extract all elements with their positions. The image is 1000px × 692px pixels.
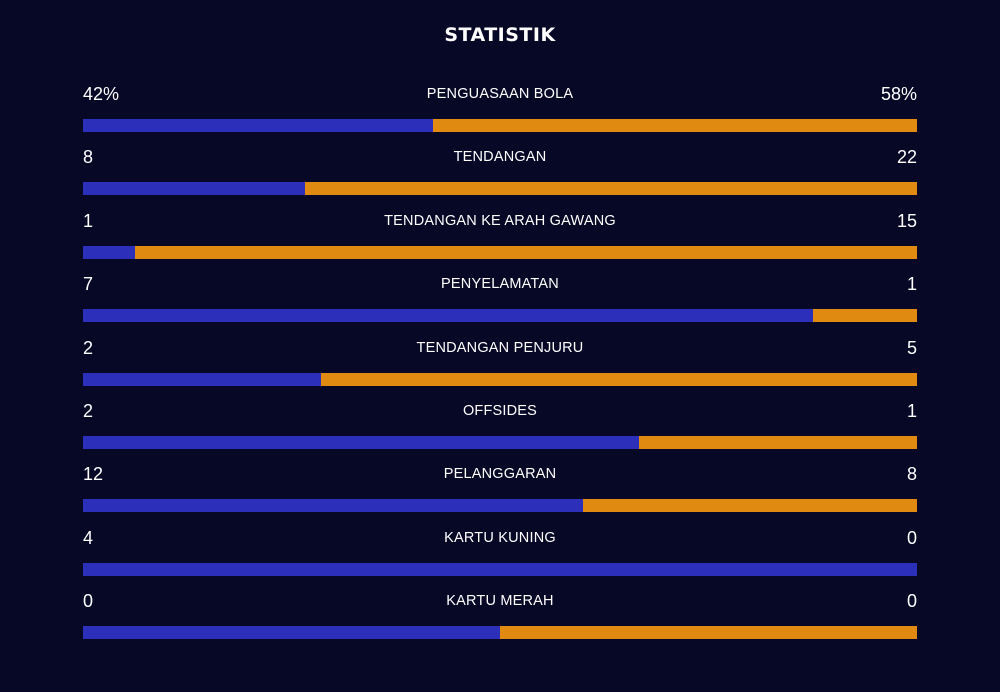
away-bar-segment	[135, 245, 917, 259]
comparison-bar	[83, 435, 917, 449]
stat-header: 2 TENDANGAN PENJURU 5	[83, 332, 917, 364]
stat-label: PENGUASAAN BOLA	[426, 86, 574, 102]
stat-header: 7 PENYELAMATAN 1	[83, 268, 917, 300]
comparison-bar	[83, 626, 917, 640]
stat-row-yellow-cards: 4 KARTU KUNING 0	[83, 522, 917, 585]
stat-row-offsides: 2 OFFSIDES 1	[83, 395, 917, 458]
comparison-bar	[83, 372, 917, 386]
comparison-bar	[83, 309, 917, 323]
comparison-bar	[83, 245, 917, 259]
home-bar-segment	[83, 562, 917, 576]
stat-label: TENDANGAN KE ARAH GAWANG	[384, 212, 616, 229]
away-bar-segment	[500, 626, 917, 640]
home-bar-segment	[83, 245, 136, 259]
stat-row-fouls: 12 PELANGGARAN 8	[83, 458, 917, 521]
home-bar-segment	[83, 372, 322, 386]
stat-header: 2 OFFSIDES 1	[83, 395, 917, 427]
away-value: 22	[896, 147, 917, 168]
away-bar-segment	[321, 372, 917, 386]
away-bar-segment	[639, 435, 917, 449]
stat-row-saves: 7 PENYELAMATAN 1	[83, 268, 917, 331]
away-value: 15	[896, 210, 917, 231]
home-bar-segment	[83, 119, 434, 132]
stat-row-red-cards: 0 KARTU MERAH 0	[83, 585, 917, 648]
away-value: 58%	[880, 84, 917, 104]
home-value: 0	[83, 591, 94, 612]
stat-label: KARTU MERAH	[446, 593, 554, 610]
away-value: 1	[906, 400, 917, 421]
stat-row-possession: 42% PENGUASAAN BOLA 58%	[83, 78, 917, 141]
stat-label: OFFSIDES	[462, 402, 538, 419]
comparison-bar	[83, 562, 917, 576]
comparison-bar	[83, 499, 917, 513]
stat-label: TENDANGAN	[453, 149, 547, 166]
away-value: 0	[906, 591, 917, 612]
home-bar-segment	[83, 182, 306, 196]
stat-label: PENYELAMATAN	[441, 276, 559, 293]
stats-list: 42% PENGUASAAN BOLA 58% 8 TENDANGAN 22	[83, 78, 917, 649]
away-bar-segment	[433, 119, 917, 132]
stat-header: 4 KARTU KUNING 0	[83, 522, 917, 554]
stat-label: KARTU KUNING	[444, 529, 556, 546]
away-bar-segment	[305, 182, 917, 196]
home-value: 1	[83, 210, 94, 231]
home-value: 4	[83, 527, 94, 548]
away-value: 8	[906, 464, 917, 485]
stat-row-corners: 2 TENDANGAN PENJURU 5	[83, 332, 917, 395]
stat-header: 12 PELANGGARAN 8	[83, 458, 917, 490]
away-value: 1	[906, 274, 917, 295]
home-value: 2	[83, 337, 94, 358]
away-bar-segment	[583, 499, 917, 513]
home-bar-segment	[83, 435, 640, 449]
home-bar-segment	[83, 309, 813, 323]
stat-label: PELANGGARAN	[443, 466, 557, 483]
comparison-bar	[83, 182, 917, 196]
away-value: 5	[906, 337, 917, 358]
comparison-bar	[83, 119, 917, 132]
stat-header: 8 TENDANGAN 22	[83, 141, 917, 173]
away-bar-segment	[812, 309, 917, 323]
stat-header: 0 KARTU MERAH 0	[83, 585, 917, 617]
home-value: 7	[83, 274, 94, 295]
stat-header: 42% PENGUASAAN BOLA 58%	[83, 78, 917, 110]
home-value: 42%	[83, 84, 120, 104]
stat-row-shots-on-target: 1 TENDANGAN KE ARAH GAWANG 15	[83, 205, 917, 268]
home-bar-segment	[83, 626, 500, 640]
panel-title: STATISTIK	[444, 24, 556, 46]
away-value: 0	[906, 527, 917, 548]
home-value: 2	[83, 400, 94, 421]
stat-row-shots: 8 TENDANGAN 22	[83, 141, 917, 204]
home-bar-segment	[83, 499, 584, 513]
stat-header: 1 TENDANGAN KE ARAH GAWANG 15	[83, 205, 917, 237]
stat-label: TENDANGAN PENJURU	[416, 339, 584, 356]
home-value: 8	[83, 147, 94, 168]
home-value: 12	[83, 464, 104, 485]
